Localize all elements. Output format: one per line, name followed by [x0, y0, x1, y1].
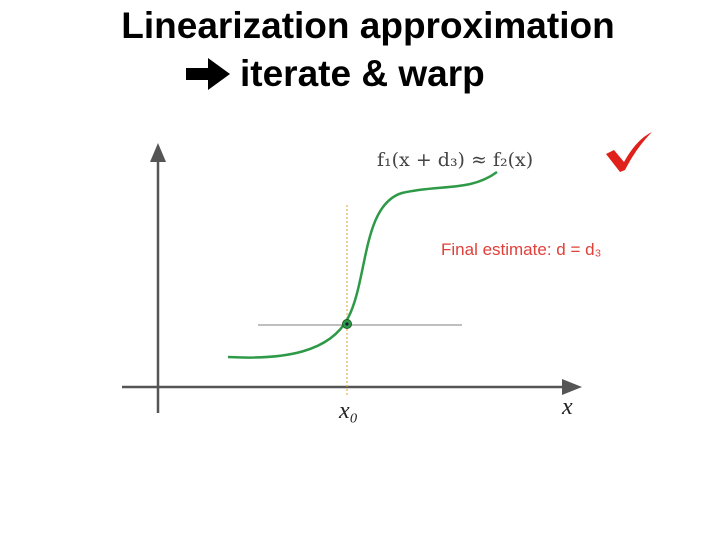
x-label: x	[561, 394, 573, 420]
arrow-icon	[186, 58, 230, 90]
axes	[122, 143, 582, 413]
curve-label: f₁(x + d₃) ≈ f₂(x)	[377, 149, 533, 171]
curve	[227, 170, 498, 359]
checkmark	[606, 132, 652, 172]
title-line-1: Linearization approximation	[121, 5, 614, 46]
point-center	[345, 322, 349, 326]
title-line-2: iterate & warp	[240, 53, 485, 94]
x0-label: x₀	[338, 398, 358, 424]
estimate-label: Final estimate: d = d₃	[441, 240, 601, 259]
